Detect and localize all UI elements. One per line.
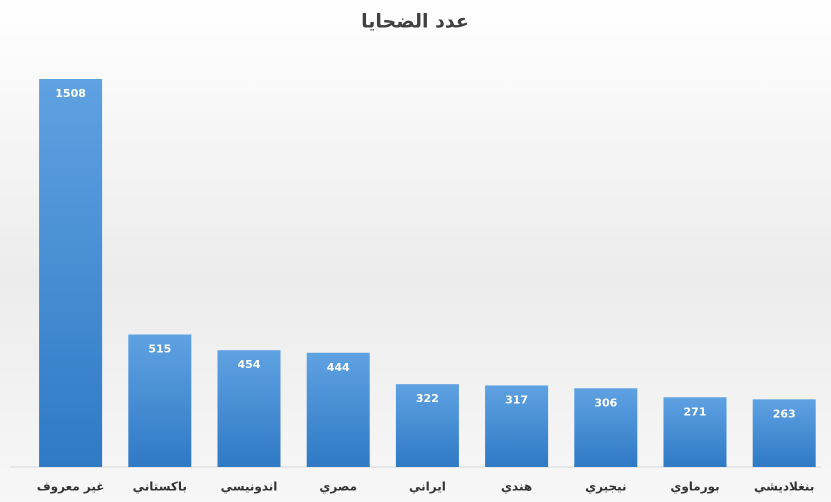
bar (752, 399, 816, 467)
bar (306, 352, 370, 467)
bar (395, 384, 459, 467)
x-tick-label: مصري (319, 480, 357, 494)
value-label: 317 (505, 393, 528, 406)
x-tick-label: هندي (501, 480, 532, 494)
value-label: 1508 (55, 87, 86, 100)
x-tick-label: باكستاني (133, 480, 187, 494)
value-label: 322 (416, 392, 439, 405)
value-label: 454 (238, 358, 261, 371)
x-tick-label: نيجيري (585, 480, 626, 494)
x-tick-label: ايراني (409, 480, 446, 494)
bar (217, 350, 281, 467)
value-label: 515 (148, 342, 171, 355)
bar (39, 79, 103, 467)
x-tick-label: بنغلاديشي (754, 480, 814, 494)
value-label: 444 (327, 361, 350, 374)
value-label: 306 (594, 396, 617, 409)
value-label: 271 (684, 405, 707, 418)
x-tick-label: اندونيسي (221, 480, 278, 495)
bar (663, 397, 727, 467)
bar (128, 334, 192, 467)
x-tick-label: بورماوي (670, 480, 719, 495)
value-label: 263 (773, 407, 796, 420)
x-tick-label: غير معروف (37, 480, 105, 495)
bar (485, 385, 549, 467)
chart-title: عدد الضحايا (361, 11, 469, 33)
bar (574, 388, 638, 467)
